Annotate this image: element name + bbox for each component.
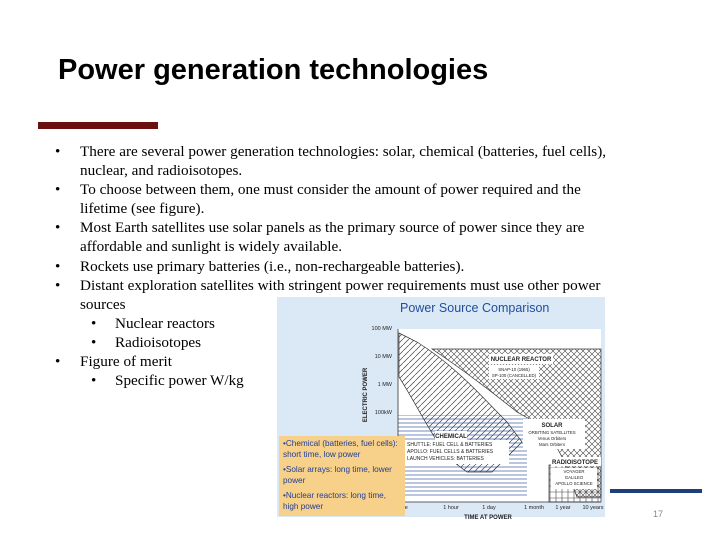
list-item: • To choose between them, one must consid… [55, 180, 615, 218]
x-axis-label: TIME AT POWER [464, 515, 512, 521]
bullet-icon: • [55, 276, 61, 294]
radioisotope-label: RADIOISOTOPE [552, 460, 598, 466]
list-item: • Most Earth satellites use solar panels … [55, 218, 615, 256]
chemical-label: CHEMICAL [435, 434, 467, 440]
label-bg [489, 365, 539, 379]
x-tick-label: 1 hour [443, 505, 459, 511]
bullet-text: There are several power generation techn… [80, 143, 607, 180]
bullet-text: Radioisotopes [115, 333, 202, 351]
bullet-text: Figure of merit [80, 353, 172, 371]
bullet-text: To choose between them, one must conside… [80, 181, 581, 218]
chemical-region [398, 332, 523, 473]
sub-list-item: • Specific power W/kg [55, 371, 615, 390]
nuclear-note: SP-100 (CANCELLED) [492, 373, 537, 378]
figure-title: Power Source Comparison [400, 301, 550, 315]
bullet-icon: • [55, 181, 61, 199]
y-tick-label: 100 MW [372, 326, 393, 332]
y-tick-label: 1 MW [378, 382, 393, 388]
x-tick-label: 1 month [524, 505, 544, 511]
list-item: • Figure of merit [55, 352, 615, 371]
bullet-icon: • [55, 143, 61, 160]
radioisotope-note: GALILEO [565, 475, 584, 480]
callout-line: •Chemical (batteries, fuel cells): short… [283, 439, 398, 459]
y-tick-label: 100kW [375, 410, 393, 416]
sub-list-item: • Radioisotopes [55, 333, 615, 352]
label-bg [435, 431, 467, 440]
label-bg [523, 419, 585, 449]
solar-note: Venus Orbiters [538, 436, 566, 441]
callout-line: •Solar arrays: long time, lower power [283, 465, 392, 485]
nuclear-note: SNAP-10 (1965) [498, 367, 530, 372]
bullet-text: Distant exploration satellites with stri… [80, 276, 601, 313]
callout-line: •Nuclear reactors: long time, high power [283, 491, 386, 511]
bullet-text: Nuclear reactors [115, 314, 215, 332]
bullet-text: Rockets use primary batteries (i.e., non… [80, 257, 465, 275]
list-item: • Distant exploration satellites with str… [55, 276, 615, 314]
solar-note: ORBITING SATELLITES [528, 430, 575, 435]
list-item: • Rockets use primary batteries (i.e., no… [55, 257, 615, 276]
chemical-note: APOLLO: FUEL CELLS & BATTERIES [407, 449, 494, 455]
chemical-note: LAUNCH VEHICLES: BATTERIES [407, 456, 485, 462]
solar-label: SOLAR [542, 423, 564, 429]
bullet-text: Specific power W/kg [115, 372, 244, 390]
label-bg [551, 468, 597, 489]
figure-callout: •Chemical (batteries, fuel cells): short… [279, 436, 405, 516]
y-tick-label: 10 MW [375, 354, 393, 360]
bullet-icon: • [91, 333, 97, 351]
decorative-line [610, 489, 702, 493]
sub-list-item: • Nuclear reactors [55, 314, 615, 333]
x-tick-label: 10 years [582, 505, 603, 511]
bullet-icon: • [55, 257, 61, 275]
radioisotope-note: VOYAGER [564, 469, 585, 474]
label-bg [551, 457, 601, 466]
radioisotope-note: APOLLO SCIENCE [555, 481, 593, 486]
chemical-note: SHUTTLE: FUEL CELL & BATTERIES [407, 442, 493, 448]
list-item: • There are several power generation tech… [55, 142, 615, 180]
bullet-icon: • [55, 353, 61, 371]
x-tick-label: 1 year [555, 505, 570, 511]
bullet-icon: • [55, 219, 61, 237]
label-bg [405, 440, 509, 464]
label-bg [489, 354, 553, 364]
nuclear-label: NUCLEAR REACTOR [491, 357, 552, 363]
y-axis-label: ELECTRIC POWER [363, 367, 369, 422]
bullet-icon: • [91, 314, 97, 332]
bullet-icon: • [91, 372, 97, 390]
x-tick-label: 1 day [482, 505, 496, 511]
bullet-list: • There are several power generation tech… [55, 142, 615, 390]
page-number: 17 [653, 509, 664, 519]
slide-title: Power generation technologies [58, 54, 489, 86]
power-comparison-figure: 100 MW 10 MW 1 MW 100kW ELECTRIC POWER u… [363, 326, 604, 521]
solar-note: Mars Orbiters [539, 442, 565, 447]
title-accent-bar [38, 122, 158, 129]
bullet-text: Most Earth satellites use solar panels a… [80, 219, 585, 256]
